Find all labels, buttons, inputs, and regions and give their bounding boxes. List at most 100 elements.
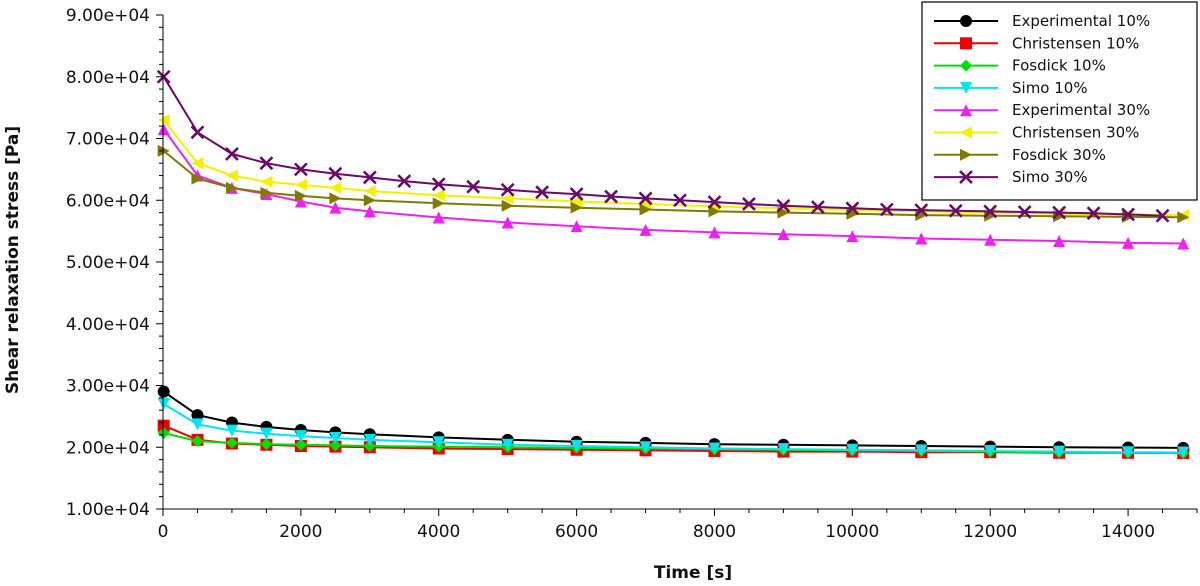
data-point [1053, 235, 1066, 248]
x-tick-label: 8000 [693, 522, 736, 542]
data-point [915, 444, 928, 457]
x-tick-label: 4000 [417, 522, 460, 542]
data-point [501, 216, 514, 229]
y-axis-title: Shear relaxation stress [Pa] [3, 126, 23, 394]
data-point [157, 385, 170, 398]
data-point [638, 191, 653, 206]
data-point [846, 443, 859, 456]
x-tick-label: 10000 [825, 522, 879, 542]
data-point [260, 438, 273, 451]
data-point [294, 195, 307, 208]
data-point [329, 439, 342, 452]
data-point [431, 177, 446, 192]
data-point [948, 203, 963, 218]
data-point [570, 201, 583, 214]
data-point [960, 59, 972, 72]
data-point [914, 203, 929, 218]
data-point [362, 170, 377, 185]
data-point [810, 200, 825, 214]
data-point [960, 81, 972, 94]
data-point [260, 175, 273, 188]
data-point [191, 172, 204, 185]
data-point [570, 440, 583, 453]
data-point [363, 184, 376, 197]
data-point [294, 438, 307, 451]
data-point [1155, 208, 1170, 223]
data-point [1086, 206, 1101, 221]
data-point [1122, 236, 1135, 249]
data-point [639, 223, 652, 236]
data-point [363, 194, 376, 207]
data-point [777, 228, 790, 241]
data-point [157, 113, 170, 126]
data-point [294, 189, 307, 202]
y-tick-label: 9.00e+04 [66, 6, 150, 26]
data-point [329, 181, 342, 194]
data-point [329, 431, 342, 444]
axes: 1.00e+04 2.00e+04 3.00e+04 4.00e+04 5.00e+04… [66, 6, 1198, 542]
x-tick-label: 14000 [1101, 522, 1155, 542]
data-point [984, 233, 997, 246]
data-point [604, 189, 618, 204]
data-point [501, 199, 514, 212]
data-point [1017, 205, 1032, 219]
y-tick-label: 5.00e+04 [66, 253, 150, 273]
data-point [535, 185, 550, 200]
legend-label: Fosdick 30% [1012, 146, 1106, 164]
series-line [162, 76, 1163, 217]
data-point [157, 144, 170, 157]
data-point [157, 427, 170, 440]
data-point [329, 192, 342, 205]
data-point [432, 211, 445, 224]
data-point [501, 192, 514, 205]
data-point [260, 427, 273, 440]
data-point [225, 169, 238, 182]
data-point [225, 436, 238, 449]
data-point [983, 204, 998, 219]
data-point [1121, 207, 1135, 222]
legend-item: Experimental 30% [934, 101, 1150, 119]
data-point [708, 226, 721, 239]
data-point [1177, 446, 1190, 459]
legend-label: Fosdick 10% [1012, 57, 1106, 75]
data-point [432, 436, 445, 449]
legend-label: Simo 10% [1012, 79, 1088, 97]
y-tick-label: 7.00e+04 [66, 130, 150, 150]
data-point [708, 442, 721, 455]
data-point [1177, 211, 1190, 224]
legend-label: Experimental 30% [1012, 101, 1150, 119]
legend-item: Simo 10% [934, 79, 1088, 97]
y-tick-label: 3.00e+04 [66, 377, 150, 397]
data-point [960, 37, 972, 50]
y-tick-label: 8.00e+04 [66, 68, 150, 88]
data-point [190, 125, 205, 140]
data-point [260, 186, 273, 199]
data-point [639, 203, 652, 216]
y-tick-label: 2.00e+04 [66, 438, 150, 458]
data-point [569, 187, 584, 201]
data-point [960, 15, 972, 27]
x-tick-label: 12000 [963, 522, 1017, 542]
legend-item: Fosdick 30% [934, 146, 1106, 164]
legend-item: Christensen 30% [934, 124, 1139, 142]
data-point [777, 443, 790, 456]
data-point [500, 182, 515, 197]
data-point [225, 424, 238, 437]
data-point [1053, 445, 1066, 458]
legend-label: Experimental 10% [1012, 12, 1150, 30]
data-point [707, 195, 722, 210]
data-point [191, 418, 204, 431]
data-point [157, 123, 170, 136]
series [156, 69, 1170, 223]
x-tick-label: 0 [158, 522, 169, 542]
data-point [363, 440, 376, 453]
data-point [960, 148, 972, 161]
data-point [960, 104, 972, 117]
y-tick-label: 4.00e+04 [66, 315, 150, 335]
data-point [363, 433, 376, 446]
data-point [191, 435, 204, 448]
data-point [329, 201, 342, 214]
data-point [157, 398, 170, 411]
data-point [294, 430, 307, 443]
